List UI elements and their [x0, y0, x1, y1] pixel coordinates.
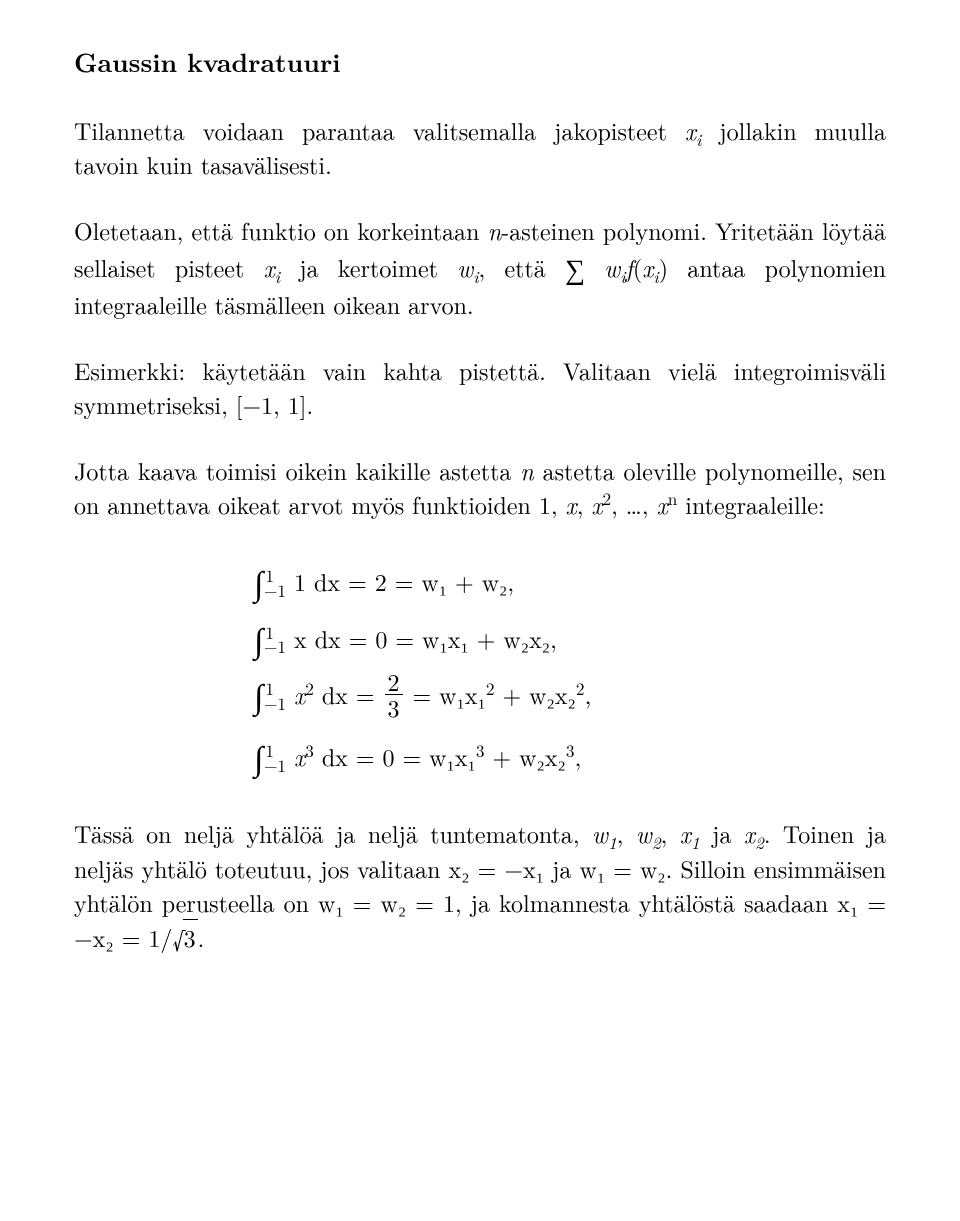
- int-lower: −1: [264, 579, 286, 603]
- int-lower: −1: [264, 635, 286, 659]
- paragraph-5: Tässä on neljä yhtälöä ja neljä tuntemat…: [74, 816, 886, 955]
- var-n: n: [520, 453, 534, 487]
- var-x: x: [566, 487, 577, 521]
- radical-symbol: √: [172, 921, 184, 958]
- paragraph-1: Tilannetta voidaan parantaa valitsemalla…: [74, 113, 886, 181]
- eq-b: w₁ = w₂: [580, 851, 666, 885]
- sum-symbol: ∑: [565, 249, 585, 289]
- equation-row-2: ∫1−1 x dx = 0 = w₁x₁ + w₂x₂,: [254, 610, 886, 658]
- fraction: 23: [383, 669, 405, 720]
- var-x1: x: [680, 816, 691, 850]
- eq-a: x₂ = −x₁: [449, 851, 545, 885]
- text: Oletetaan, että funktio on korkeintaan: [74, 213, 488, 247]
- equation-row-4: ∫1−1 x3 dx = 0 = w₁x₁3 + w₂x₂3,: [254, 728, 886, 776]
- eq-c: w₁ = w₂ = 1: [318, 885, 455, 919]
- text: dx = 0 = w₁x₁: [314, 739, 476, 773]
- equation-block: ∫1−1 1 dx = 2 = w₁ + w₂, ∫1−1 x dx = 0 =…: [254, 553, 886, 776]
- page: Gaussin kvadratuuri Tilannetta voidaan p…: [0, 0, 960, 1221]
- text: Esimerkki: käytetään vain kahta pistettä…: [74, 353, 886, 421]
- sup-n: n: [668, 487, 678, 511]
- var-w2: w: [636, 816, 652, 850]
- sup: 3: [476, 739, 485, 763]
- var-x: x: [294, 739, 305, 773]
- integral-symbol: ∫: [254, 670, 263, 718]
- paragraph-3: Esimerkki: käytetään vain kahta pistettä…: [74, 353, 886, 421]
- text: , …,: [611, 487, 656, 521]
- text: = w₁x₁: [405, 677, 486, 711]
- sup: 3: [566, 739, 575, 763]
- sub-i: i: [653, 265, 658, 289]
- var-x: x: [294, 677, 305, 711]
- var-x2: x: [591, 487, 602, 521]
- text: + w₂x₂: [495, 677, 576, 711]
- equation-row-1: ∫1−1 1 dx = 2 = w₁ + w₂,: [254, 553, 886, 601]
- integral-symbol: ∫: [254, 614, 263, 662]
- int-lower: −1: [264, 754, 286, 778]
- sqrt-value: 3: [183, 919, 198, 954]
- var-f: f: [626, 250, 633, 284]
- equation-row-3: ∫1−1 x2 dx = 23 = w₁x₁2 + w₂x₂2,: [254, 666, 886, 720]
- var-xi: x: [642, 250, 653, 284]
- text: , että: [479, 250, 566, 284]
- var-x2: x: [744, 816, 755, 850]
- text: ja: [544, 851, 579, 885]
- text: .: [198, 920, 205, 954]
- equation-text: 1 dx = 2 = w₁ + w₂,: [294, 564, 514, 598]
- sup-2: 2: [603, 487, 612, 511]
- interval: [−1, 1]: [236, 387, 307, 421]
- page-title: Gaussin kvadratuuri: [74, 44, 886, 81]
- denominator: 3: [385, 695, 403, 720]
- int-lower: −1: [264, 692, 286, 716]
- sup: 2: [486, 677, 495, 701]
- var-xi: x: [264, 250, 275, 284]
- text: integraaleille:: [677, 487, 824, 521]
- text: .: [306, 387, 313, 421]
- text: ja kertoimet: [280, 250, 457, 284]
- sup: 2: [576, 677, 585, 701]
- sup: 3: [305, 739, 314, 763]
- text: dx =: [314, 677, 383, 711]
- integral-symbol: ∫: [254, 557, 263, 605]
- var-xi: x: [685, 113, 696, 147]
- sup: 2: [305, 677, 314, 701]
- integral-symbol: ∫: [254, 732, 263, 780]
- var-wi: w: [457, 250, 473, 284]
- text: ja: [700, 816, 744, 850]
- text: + w₂x₂: [485, 739, 566, 773]
- var-wi: w: [604, 250, 620, 284]
- text: Jotta kaava toimisi oikein kaikille aste…: [74, 453, 520, 487]
- text: ,: [575, 739, 582, 773]
- text: ,: [585, 677, 592, 711]
- var-n: n: [488, 213, 502, 247]
- var-xn: x: [657, 487, 668, 521]
- paragraph-4: Jotta kaava toimisi oikein kaikille aste…: [74, 453, 886, 521]
- text: Tässä on neljä yhtälöä ja neljä tuntemat…: [74, 816, 592, 850]
- paragraph-2: Oletetaan, että funktio on korkeintaan n…: [74, 213, 886, 321]
- text: , ja kolmannesta yhtälöstä saadaan: [455, 885, 837, 919]
- text: Tilannetta voidaan parantaa valitsemalla…: [74, 113, 685, 147]
- equation-text: x dx = 0 = w₁x₁ + w₂x₂,: [294, 621, 557, 655]
- var-w1: w: [592, 816, 608, 850]
